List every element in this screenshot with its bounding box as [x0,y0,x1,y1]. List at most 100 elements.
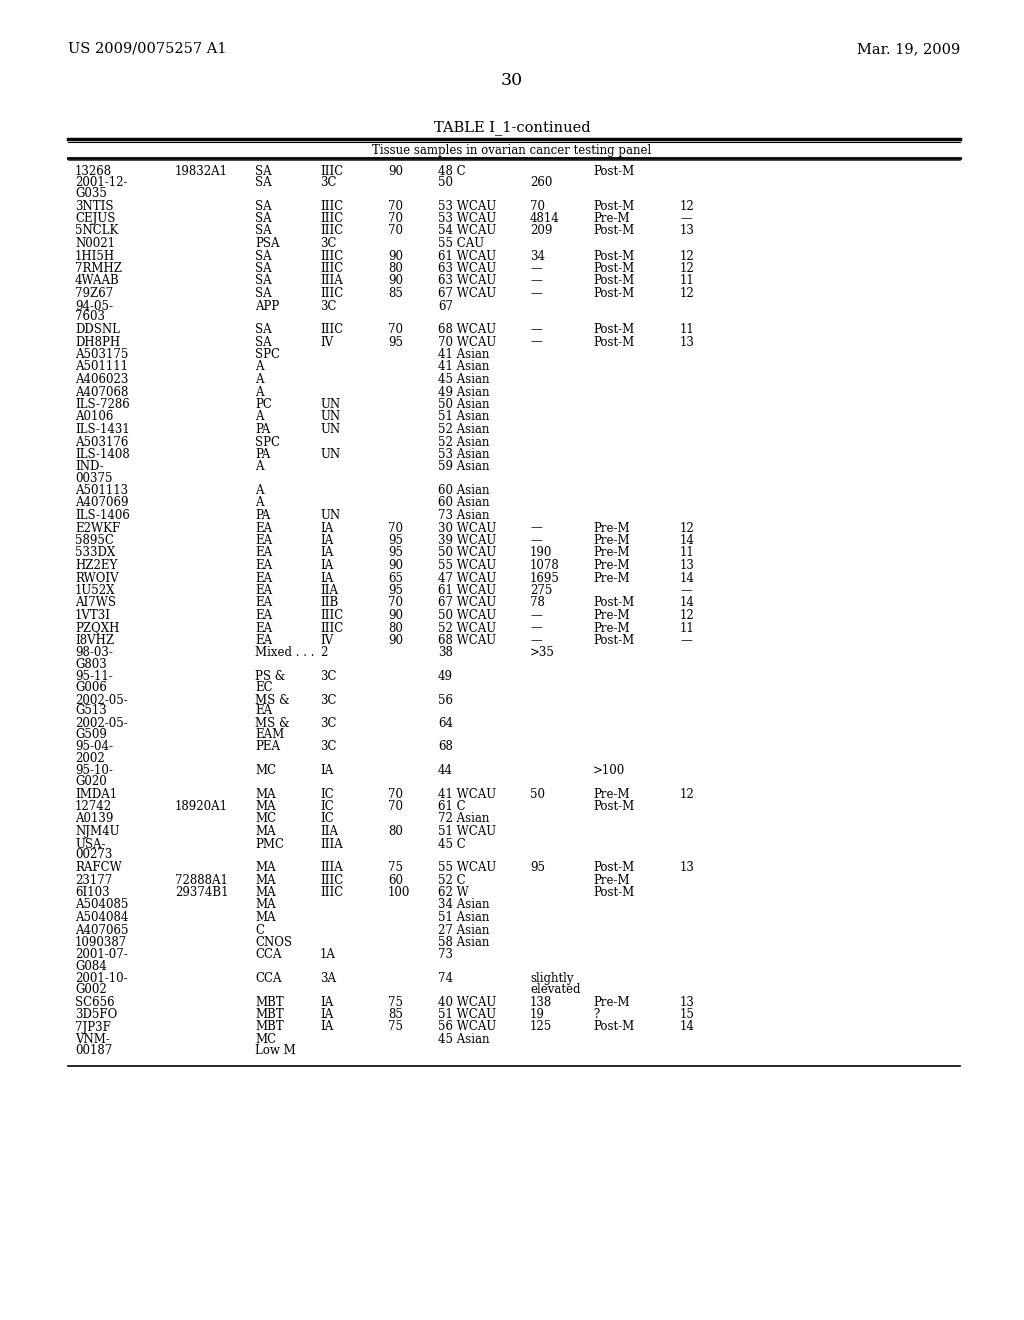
Text: —: — [530,521,542,535]
Text: 45 Asian: 45 Asian [438,1034,489,1045]
Text: IIIA: IIIA [319,861,343,874]
Text: slightly: slightly [530,972,573,985]
Text: Mixed . . .: Mixed . . . [255,647,314,660]
Text: 30: 30 [501,73,523,88]
Text: 12: 12 [680,788,694,800]
Text: 12: 12 [680,261,694,275]
Text: A406023: A406023 [75,374,128,385]
Text: G513: G513 [75,705,106,718]
Text: 55 WCAU: 55 WCAU [438,861,497,874]
Text: A407069: A407069 [75,496,128,510]
Text: N0021: N0021 [75,238,115,249]
Text: SA: SA [255,323,271,337]
Text: 50 Asian: 50 Asian [438,399,489,411]
Text: 80: 80 [388,825,402,838]
Text: IIA: IIA [319,583,338,597]
Text: 1U52X: 1U52X [75,583,116,597]
Text: PMC: PMC [255,837,284,850]
Text: 23177: 23177 [75,874,113,887]
Text: G002: G002 [75,983,106,997]
Text: ILS-1408: ILS-1408 [75,447,130,461]
Text: PA: PA [255,510,270,521]
Text: UN: UN [319,399,340,411]
Text: 14: 14 [680,535,695,546]
Text: 13: 13 [680,558,695,572]
Text: PC: PC [255,399,272,411]
Text: —: — [530,286,542,300]
Text: 2001-10-: 2001-10- [75,972,128,985]
Text: MA: MA [255,874,275,887]
Text: 2002-05-: 2002-05- [75,693,128,706]
Text: MA: MA [255,800,275,813]
Text: 68: 68 [438,741,453,754]
Text: 533DX: 533DX [75,546,116,560]
Text: 11: 11 [680,323,694,337]
Text: Low M: Low M [255,1044,296,1057]
Text: 3NTIS: 3NTIS [75,199,114,213]
Text: Post-M: Post-M [593,800,634,813]
Text: 275: 275 [530,583,552,597]
Text: IA: IA [319,1008,333,1020]
Text: 3C: 3C [319,176,337,189]
Text: 63 WCAU: 63 WCAU [438,261,497,275]
Text: 11: 11 [680,546,694,560]
Text: NJM4U: NJM4U [75,825,120,838]
Text: 4WAAB: 4WAAB [75,275,120,288]
Text: Post-M: Post-M [593,261,634,275]
Text: 49 Asian: 49 Asian [438,385,489,399]
Text: 59 Asian: 59 Asian [438,461,489,474]
Text: A504084: A504084 [75,911,128,924]
Text: MS &: MS & [255,717,290,730]
Text: MA: MA [255,825,275,838]
Text: A: A [255,496,263,510]
Text: Pre-M: Pre-M [593,788,630,800]
Text: MA: MA [255,886,275,899]
Text: IA: IA [319,1020,333,1034]
Text: 260: 260 [530,176,552,189]
Text: IA: IA [319,572,333,585]
Text: 12: 12 [680,249,694,263]
Text: Tissue samples in ovarian cancer testing panel: Tissue samples in ovarian cancer testing… [373,144,651,157]
Text: 18920A1: 18920A1 [175,800,228,813]
Text: 50 WCAU: 50 WCAU [438,609,497,622]
Text: IV: IV [319,335,333,348]
Text: A: A [255,360,263,374]
Text: Post-M: Post-M [593,323,634,337]
Text: Post-M: Post-M [593,861,634,874]
Text: 85: 85 [388,1008,402,1020]
Text: 45 C: 45 C [438,837,466,850]
Text: 68 WCAU: 68 WCAU [438,634,496,647]
Text: 7JP3F: 7JP3F [75,1020,111,1034]
Text: —: — [680,634,692,647]
Text: 70: 70 [388,224,403,238]
Text: 14: 14 [680,597,695,610]
Text: IIIC: IIIC [319,224,343,238]
Text: 44: 44 [438,764,453,777]
Text: Pre-M: Pre-M [593,535,630,546]
Text: 52 C: 52 C [438,874,466,887]
Text: 2001-12-: 2001-12- [75,176,128,189]
Text: MBT: MBT [255,1008,284,1020]
Text: Pre-M: Pre-M [593,874,630,887]
Text: 51 Asian: 51 Asian [438,911,489,924]
Text: 61 WCAU: 61 WCAU [438,583,496,597]
Text: 90: 90 [388,558,403,572]
Text: PA: PA [255,447,270,461]
Text: 51 WCAU: 51 WCAU [438,825,496,838]
Text: 30 WCAU: 30 WCAU [438,521,497,535]
Text: 74: 74 [438,972,453,985]
Text: 53 WCAU: 53 WCAU [438,199,497,213]
Text: 3C: 3C [319,671,337,682]
Text: 55 CAU: 55 CAU [438,238,484,249]
Text: 27 Asian: 27 Asian [438,924,489,936]
Text: MA: MA [255,911,275,924]
Text: DH8PH: DH8PH [75,335,120,348]
Text: 41 WCAU: 41 WCAU [438,788,496,800]
Text: SPC: SPC [255,348,280,360]
Text: IIIC: IIIC [319,886,343,899]
Text: SC656: SC656 [75,995,115,1008]
Text: MA: MA [255,899,275,912]
Text: 72 Asian: 72 Asian [438,813,489,825]
Text: UN: UN [319,447,340,461]
Text: ILS-1431: ILS-1431 [75,422,130,436]
